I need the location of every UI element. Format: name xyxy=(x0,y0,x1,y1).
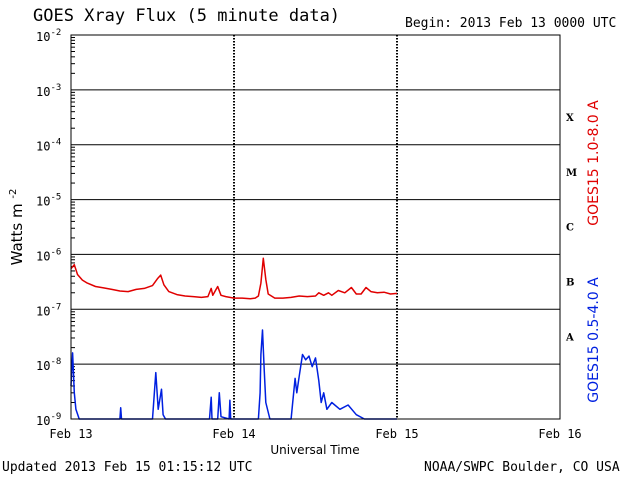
y-axis-ticks: 10-2 10-3 10-4 10-5 10-6 10-7 10-8 10-9 xyxy=(36,28,75,428)
flare-class-a: A xyxy=(565,332,574,343)
chart-title: GOES Xray Flux (5 minute data) xyxy=(33,6,341,26)
series-label-long: GOES15 1.0-8.0 A xyxy=(586,100,602,226)
flare-class-labels: X M C B A xyxy=(565,113,577,343)
data-series xyxy=(70,257,398,420)
flare-class-c: C xyxy=(566,223,574,234)
series-label-short: GOES15 0.5-4.0 A xyxy=(586,277,602,403)
plot-frame xyxy=(70,34,561,420)
y-tick-label: 10-2 xyxy=(36,28,61,44)
y-tick-label: 10-5 xyxy=(36,193,61,209)
x-tick-label: Feb 13 xyxy=(49,427,92,441)
series-line-1 xyxy=(70,257,398,300)
x-tick-label: Feb 15 xyxy=(375,427,418,441)
y-tick-label: 10-8 xyxy=(36,357,61,373)
x-tick-label: Feb 14 xyxy=(212,427,255,441)
updated-timestamp: Updated 2013 Feb 15 01:15:12 UTC xyxy=(2,460,253,475)
flare-class-x: X xyxy=(566,113,574,124)
y-axis-label: Watts m -2 xyxy=(8,189,26,266)
x-axis-label: Universal Time xyxy=(270,443,359,457)
flare-class-m: M xyxy=(566,168,577,179)
grid-lines xyxy=(71,35,560,419)
y-tick-label: 10-3 xyxy=(36,83,61,99)
y-tick-label: 10-6 xyxy=(36,247,61,263)
y-tick-label: 10-4 xyxy=(36,138,61,154)
x-axis-ticks: Feb 13 Feb 14 Feb 15 Feb 16 xyxy=(49,427,581,441)
series-line-2 xyxy=(70,329,397,420)
x-tick-label: Feb 16 xyxy=(538,427,581,441)
begin-timestamp: Begin: 2013 Feb 13 0000 UTC xyxy=(405,16,617,31)
y-tick-label: 10-9 xyxy=(36,412,61,428)
y-tick-label: 10-7 xyxy=(36,302,61,318)
flare-class-b: B xyxy=(566,278,574,289)
credit-line: NOAA/SWPC Boulder, CO USA xyxy=(424,460,620,475)
